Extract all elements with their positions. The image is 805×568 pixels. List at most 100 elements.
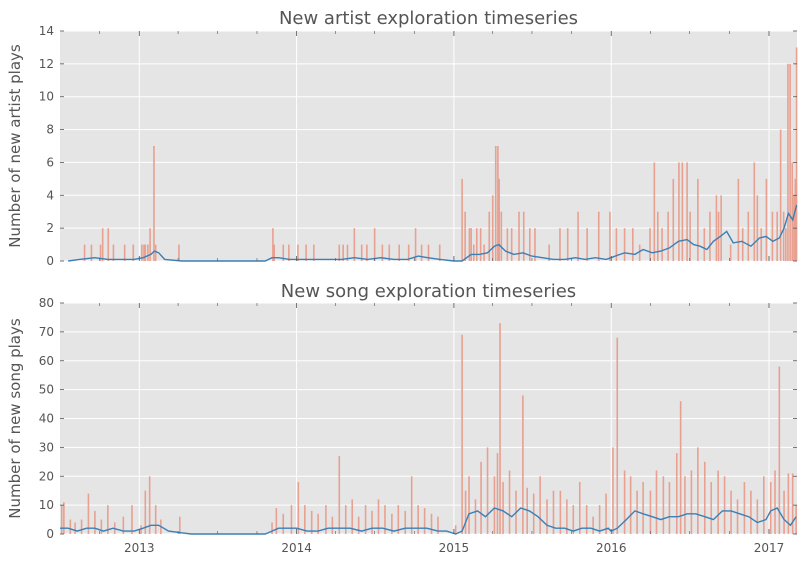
song-bar bbox=[87, 493, 90, 534]
song-bar bbox=[496, 453, 499, 534]
artist-plot-area bbox=[60, 31, 797, 261]
song-bar bbox=[795, 505, 797, 534]
artist-bar bbox=[548, 244, 550, 261]
song-bar bbox=[499, 323, 501, 534]
artist-bar bbox=[464, 211, 466, 261]
song-bar bbox=[710, 482, 713, 534]
song-bar bbox=[736, 499, 739, 534]
song-bar bbox=[371, 510, 373, 534]
artist-bar bbox=[414, 228, 417, 261]
artist-ytick-label: 12 bbox=[39, 57, 54, 71]
artist-bar bbox=[178, 244, 180, 261]
artist-bar bbox=[388, 244, 391, 261]
song-bar bbox=[730, 490, 732, 534]
artist-bar bbox=[795, 47, 798, 261]
artist-bar bbox=[597, 211, 600, 261]
artist-ytick-label: 6 bbox=[46, 155, 54, 169]
song-bar bbox=[468, 476, 470, 534]
song-bar bbox=[397, 505, 400, 534]
song-bar bbox=[778, 366, 781, 534]
artist-ytick-label: 14 bbox=[39, 24, 54, 38]
song-ytick-label: 50 bbox=[39, 383, 54, 397]
song-bar bbox=[675, 453, 678, 534]
artist-bar bbox=[776, 211, 778, 261]
artist-bar bbox=[586, 228, 588, 261]
artist-bar bbox=[144, 244, 147, 261]
artist-bar bbox=[99, 244, 102, 261]
song-chart: 0 10 20 30 40 50 60 70 80 2013 2014 2015 2016 2017 Ne… bbox=[6, 281, 797, 555]
artist-bar bbox=[753, 162, 756, 261]
artist-bar bbox=[615, 228, 618, 261]
artist-bar bbox=[672, 178, 675, 261]
artist-bar bbox=[500, 211, 503, 261]
song-xtick-label: 2015 bbox=[439, 541, 470, 555]
song-bar bbox=[391, 513, 393, 534]
artist-bar bbox=[506, 228, 509, 261]
artist-bar bbox=[83, 244, 86, 261]
artist-bar bbox=[741, 228, 744, 261]
artist-bar bbox=[153, 146, 155, 261]
artist-bar bbox=[149, 228, 151, 261]
artist-bar bbox=[678, 162, 680, 261]
song-bar bbox=[578, 482, 581, 534]
artist-bar bbox=[756, 195, 759, 261]
song-bar bbox=[787, 473, 790, 534]
song-bar bbox=[769, 482, 772, 534]
song-bar bbox=[357, 516, 360, 534]
artist-bar bbox=[782, 211, 785, 261]
song-line-path bbox=[60, 507, 797, 535]
song-bar bbox=[275, 508, 278, 534]
artist-bar bbox=[649, 228, 651, 261]
artist-bar bbox=[667, 211, 669, 261]
artist-ytick-label: 2 bbox=[46, 221, 54, 235]
artist-bar bbox=[534, 228, 536, 261]
song-bar bbox=[474, 499, 477, 534]
song-bar bbox=[417, 505, 419, 534]
song-ytick-label: 30 bbox=[39, 440, 54, 454]
song-grid bbox=[60, 302, 797, 535]
song-bar bbox=[179, 516, 181, 534]
artist-bar bbox=[346, 244, 349, 261]
song-xtick-label: 2017 bbox=[754, 541, 785, 555]
song-bar bbox=[437, 516, 439, 534]
artist-chart: 0 2 4 6 8 10 12 14 New artist exploration times… bbox=[6, 8, 798, 268]
song-bar bbox=[508, 470, 511, 534]
artist-bar bbox=[494, 146, 497, 261]
song-bar bbox=[454, 525, 457, 534]
song-bar bbox=[684, 476, 686, 534]
artist-bar bbox=[771, 211, 774, 261]
song-ytick-label: 10 bbox=[39, 498, 54, 512]
artist-bar bbox=[288, 244, 290, 261]
song-bar bbox=[502, 482, 504, 534]
song-bar bbox=[662, 476, 665, 534]
song-bar bbox=[331, 516, 334, 534]
artist-bar bbox=[709, 211, 711, 261]
artist-bar bbox=[273, 244, 276, 261]
song-bar bbox=[546, 499, 548, 534]
artist-ytick-label: 10 bbox=[39, 90, 54, 104]
song-bar bbox=[642, 482, 644, 534]
artist-ytick-label: 8 bbox=[46, 123, 54, 137]
song-bar bbox=[317, 513, 319, 534]
song-bar bbox=[351, 499, 354, 534]
artist-bar bbox=[154, 244, 157, 261]
song-bar bbox=[338, 456, 341, 534]
artist-bar bbox=[609, 211, 611, 261]
artist-bar bbox=[472, 244, 475, 261]
artist-bar bbox=[787, 63, 789, 261]
song-bar bbox=[585, 505, 588, 534]
song-ytick-label: 80 bbox=[39, 296, 54, 310]
artist-bar bbox=[686, 162, 688, 261]
song-bar bbox=[122, 516, 125, 534]
song-bar bbox=[679, 401, 682, 534]
artist-bar bbox=[689, 211, 691, 261]
song-chart-title: New song exploration timeseries bbox=[281, 281, 576, 302]
song-bar bbox=[430, 513, 433, 534]
artist-bar bbox=[420, 244, 423, 261]
song-bar bbox=[655, 470, 658, 534]
song-bar bbox=[404, 510, 407, 534]
artist-bar bbox=[784, 228, 787, 261]
song-bar bbox=[69, 519, 72, 534]
song-bar bbox=[717, 470, 719, 534]
song-bar bbox=[290, 505, 293, 534]
